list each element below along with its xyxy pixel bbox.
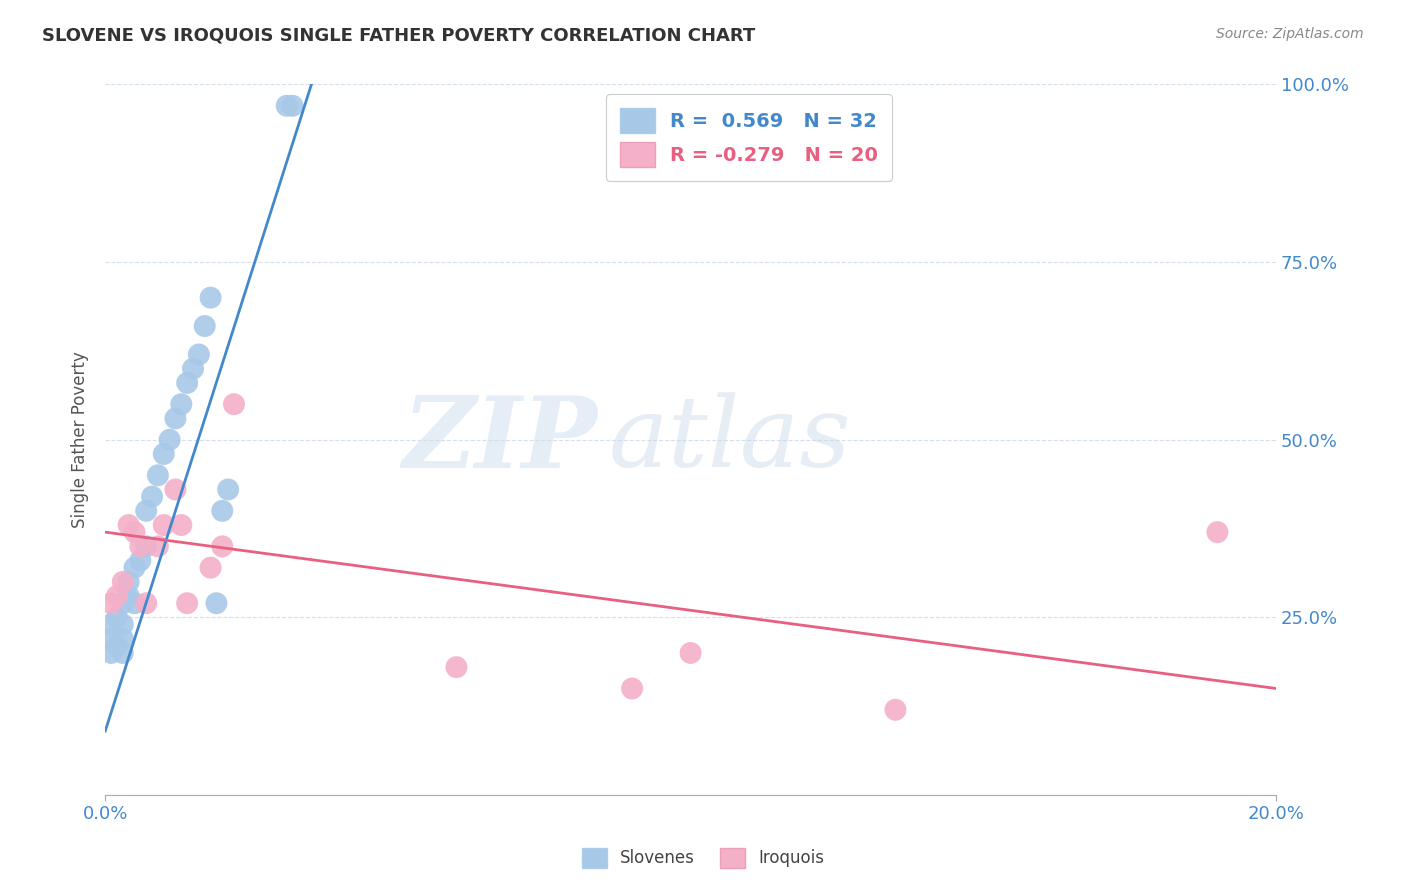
Point	[1206, 525, 1229, 540]
Point	[181, 361, 204, 376]
Text: SLOVENE VS IROQUOIS SINGLE FATHER POVERTY CORRELATION CHART: SLOVENE VS IROQUOIS SINGLE FATHER POVERT…	[42, 27, 755, 45]
Point	[146, 468, 169, 483]
Point	[146, 539, 169, 553]
Point	[117, 518, 139, 533]
Point	[152, 447, 174, 461]
Point	[176, 376, 198, 390]
Point	[152, 518, 174, 533]
Point	[124, 596, 146, 610]
Point	[129, 539, 152, 553]
Text: Source: ZipAtlas.com: Source: ZipAtlas.com	[1216, 27, 1364, 41]
Point	[211, 539, 233, 553]
Point	[111, 574, 134, 589]
Point	[111, 617, 134, 632]
Point	[111, 596, 134, 610]
Point	[200, 560, 222, 574]
Point	[105, 639, 128, 653]
Point	[100, 632, 122, 646]
Point	[165, 483, 187, 497]
Text: ZIP: ZIP	[402, 392, 598, 488]
Point	[100, 596, 122, 610]
Point	[211, 504, 233, 518]
Point	[176, 596, 198, 610]
Point	[124, 525, 146, 540]
Point	[200, 291, 222, 305]
Point	[621, 681, 644, 696]
Text: atlas: atlas	[609, 392, 852, 487]
Y-axis label: Single Father Poverty: Single Father Poverty	[72, 351, 89, 528]
Point	[135, 596, 157, 610]
Point	[276, 99, 298, 113]
Point	[217, 483, 239, 497]
Point	[884, 703, 907, 717]
Point	[117, 589, 139, 603]
Point	[187, 347, 209, 361]
Point	[165, 411, 187, 425]
Point	[129, 553, 152, 567]
Point	[222, 397, 245, 411]
Point	[281, 99, 304, 113]
Point	[170, 518, 193, 533]
Point	[100, 617, 122, 632]
Point	[159, 433, 181, 447]
Point	[135, 504, 157, 518]
Point	[141, 490, 163, 504]
Point	[105, 610, 128, 624]
Point	[111, 646, 134, 660]
Legend: R =  0.569   N = 32, R = -0.279   N = 20: R = 0.569 N = 32, R = -0.279 N = 20	[606, 95, 891, 181]
Point	[205, 596, 228, 610]
Point	[446, 660, 468, 674]
Point	[117, 574, 139, 589]
Point	[100, 646, 122, 660]
Point	[194, 319, 217, 334]
Point	[111, 632, 134, 646]
Point	[124, 560, 146, 574]
Point	[679, 646, 702, 660]
Point	[170, 397, 193, 411]
Legend: Slovenes, Iroquois: Slovenes, Iroquois	[575, 841, 831, 875]
Point	[135, 539, 157, 553]
Point	[105, 589, 128, 603]
